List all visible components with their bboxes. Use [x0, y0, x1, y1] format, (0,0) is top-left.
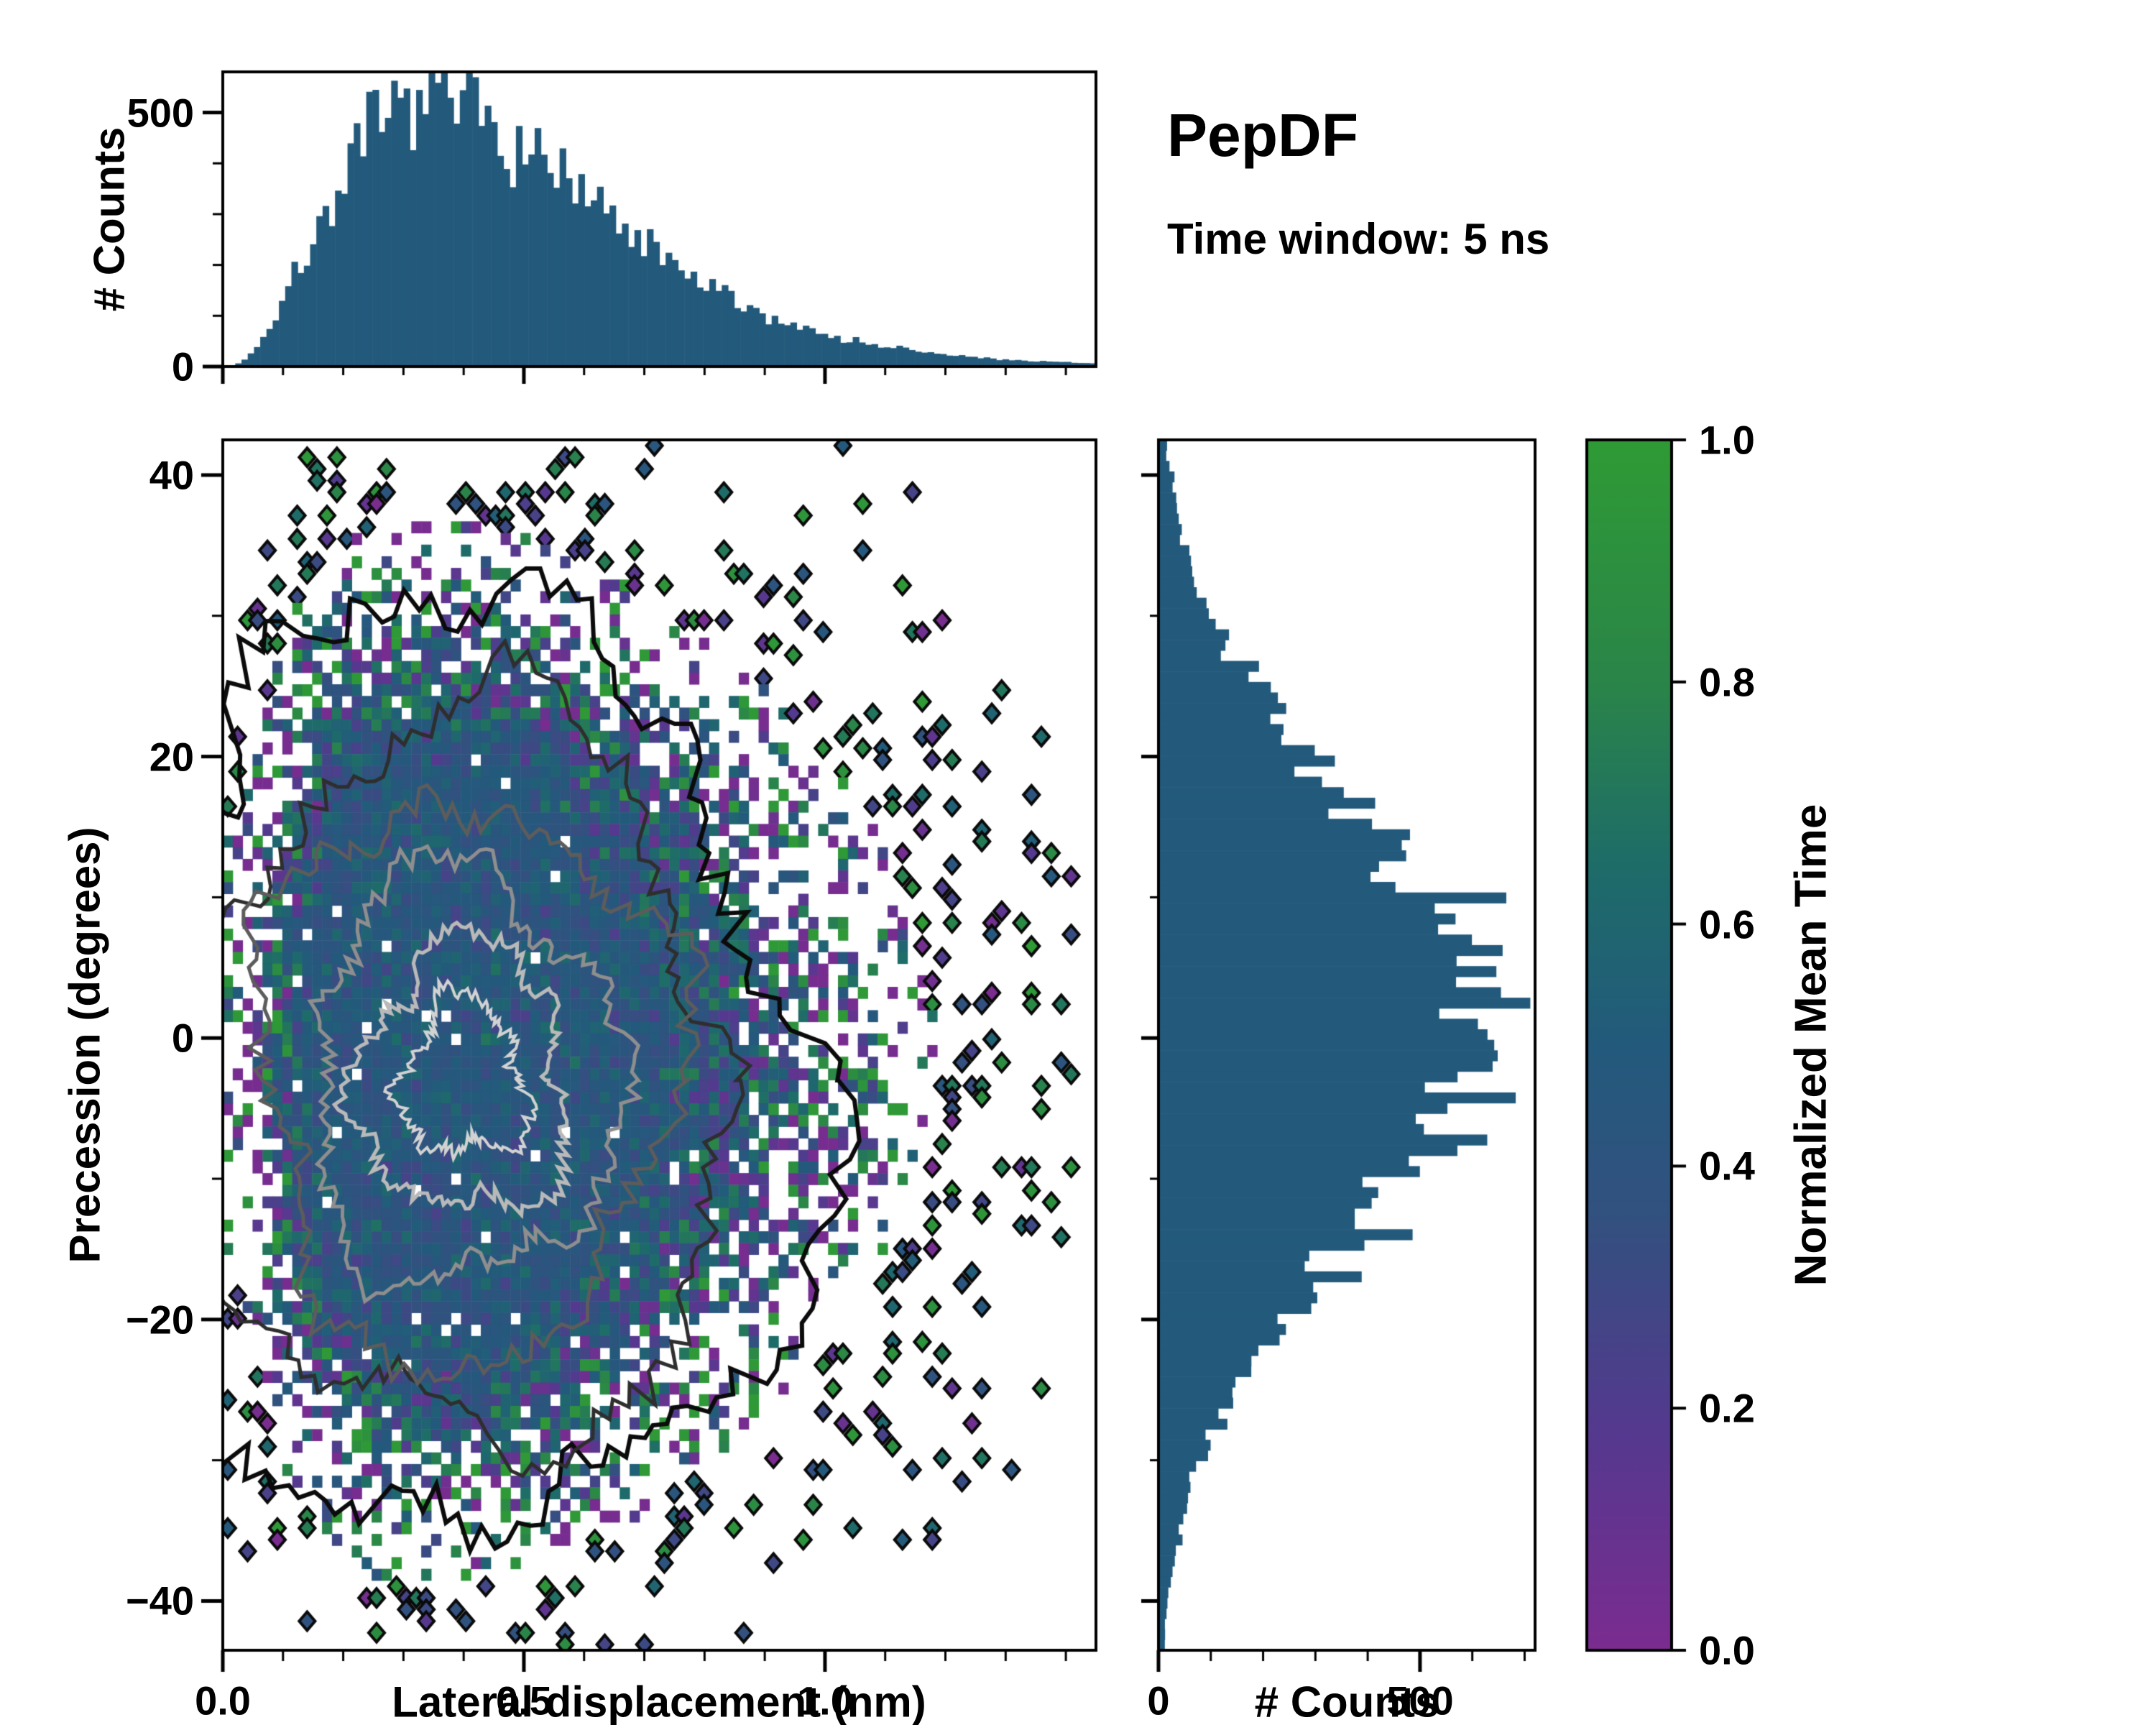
figure-subtitle: Time window: 5 ns: [1167, 215, 1550, 263]
right-histogram-plot: [1158, 440, 1535, 1650]
main-ylabel: Precession (degrees): [60, 827, 109, 1264]
figure-title: PepDF: [1167, 101, 1359, 169]
main-xlabel: Lateral displacement (nm): [392, 1678, 926, 1725]
heatmap-plot: [223, 440, 1096, 1650]
colorbar-label: Normalized Mean Time: [1786, 804, 1836, 1287]
top-histogram-plot: [223, 72, 1096, 367]
colorbar: [1587, 440, 1672, 1650]
right-hist-xlabel: # Counts: [1254, 1678, 1439, 1725]
top-hist-ylabel: # Counts: [85, 126, 134, 312]
